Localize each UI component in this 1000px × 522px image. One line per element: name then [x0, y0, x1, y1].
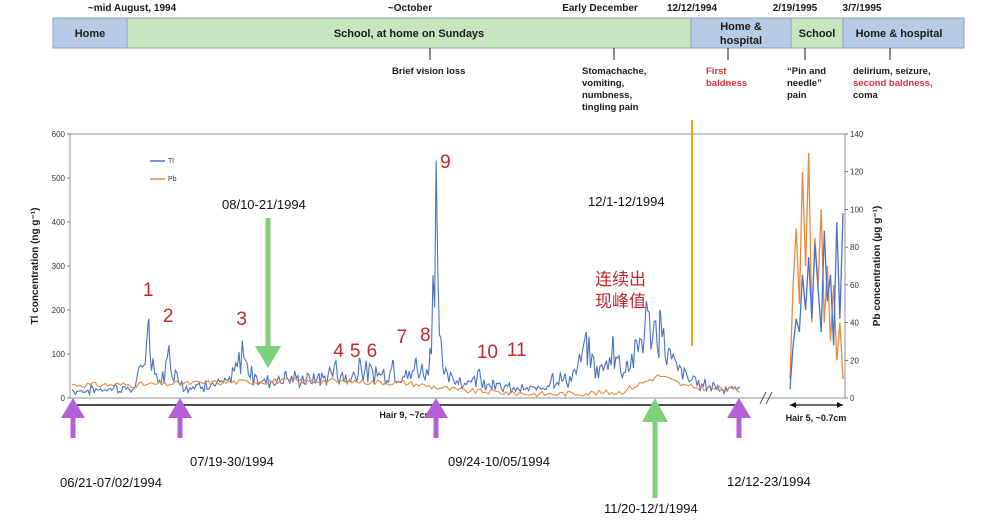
y-tick-label: 0	[61, 394, 66, 403]
event-line: pain	[787, 90, 807, 101]
timeline-date: ~mid August, 1994	[88, 3, 177, 14]
purple-arrow-3-head	[424, 398, 448, 418]
y2-tick-label: 40	[850, 319, 859, 328]
pb-series-line	[71, 374, 741, 398]
y2-tick-label: 80	[850, 243, 859, 252]
axis-break-mark	[765, 391, 773, 405]
timeline-date: 2/19/1995	[773, 3, 818, 14]
purple-arrow-3-label: 09/24-10/05/1994	[448, 454, 550, 469]
y-tick-label: 300	[52, 262, 66, 271]
chart-legend: Tl Pb	[150, 158, 177, 183]
timeline-date: Early December	[562, 3, 638, 14]
peak-label-1: 1	[143, 280, 154, 301]
green-arrow-1-label: 08/10-21/1994	[222, 197, 306, 212]
peak-label-4: 4	[333, 341, 344, 362]
timeline-date: ~October	[388, 3, 432, 14]
axis-break-mark	[759, 391, 767, 405]
purple-arrow-4-head	[727, 398, 751, 418]
peak-label-2: 2	[163, 306, 174, 327]
note-line: 现峰值	[595, 292, 646, 312]
timeline-event-pin-needle: “Pin and needle” pain	[787, 66, 829, 101]
y2-tick-label: 120	[850, 168, 864, 177]
y-tick-label: 400	[52, 218, 66, 227]
consecutive-peaks-note: 连续出现峰值	[595, 270, 646, 312]
y2-tick-label: 60	[850, 281, 859, 290]
event-line: vomiting,	[582, 78, 624, 89]
event-line: needle”	[787, 78, 822, 89]
hair5-series	[789, 152, 844, 390]
peak-label-10: 10	[477, 342, 498, 363]
y2-axis-title: Pb concentration (µg g⁻¹)	[872, 206, 883, 326]
tl-hair5-line	[789, 213, 844, 390]
event-line: second baldness,	[853, 78, 933, 89]
plot-frame	[69, 133, 846, 399]
note-line: 连续出	[595, 270, 646, 290]
purple-arrow-2-label: 07/19-30/1994	[190, 454, 274, 469]
y-axis-title: Tl concentration (ng g⁻¹)	[30, 208, 41, 325]
timeline-segment-home-hospital	[690, 17, 792, 49]
legend-label-tl: Tl	[168, 158, 174, 165]
y2-tick-label: 0	[850, 394, 855, 403]
event-line: Brief vision loss	[392, 66, 465, 77]
hair5-label: Hair 5, ~0.7cm	[786, 413, 847, 423]
y2-tick-label: 100	[850, 205, 864, 214]
chart-axes: 0 100 200 300 400 500 600 0 20 40 60 80 100 120 140 Tl …	[30, 130, 883, 403]
timeline-date: 12/12/1994	[667, 3, 717, 14]
event-line: numbness,	[582, 90, 632, 101]
hair5-ruler-arrows	[790, 402, 843, 408]
green-arrow-1-head	[255, 346, 281, 368]
timeline-event-vision: Brief vision loss	[392, 66, 465, 77]
event-line: baldness	[706, 78, 747, 89]
event-line: tingling pain	[582, 102, 639, 113]
timeline-segment-label: hospital	[720, 35, 762, 47]
event-line: “Pin and	[787, 66, 826, 77]
event-line: Stomachache,	[582, 66, 646, 77]
peak-label-3: 3	[236, 309, 247, 330]
peak-label-5: 5	[350, 341, 361, 362]
event-line: First	[706, 66, 727, 77]
legend-label-pb: Pb	[168, 176, 177, 183]
timeline-event-delirium: delirium, seizure, second baldness, coma	[853, 66, 935, 101]
hair9-label: Hair 9, ~7cm	[379, 410, 432, 420]
timeline-segment-label: Home & hospital	[856, 28, 943, 40]
purple-arrow-1-head	[61, 398, 85, 418]
green-arrow-2-head	[642, 398, 668, 422]
green-arrow-2-label: 11/20-12/1/1994	[604, 501, 698, 516]
concentration-chart: 0 100 200 300 400 500 600 0 20 40 60 80 100 120 140 Tl …	[30, 120, 883, 516]
orange-marker-label: 12/1-12/1994	[588, 194, 665, 209]
timeline-segment-label: Home &	[720, 21, 762, 33]
timeline-segment-school	[126, 17, 692, 49]
peak-label-6: 6	[367, 341, 378, 362]
event-line: delirium, seizure,	[853, 66, 931, 77]
y-tick-label: 500	[52, 174, 66, 183]
peak-label-7: 7	[397, 327, 408, 348]
exposure-timeline: Home School, at home on Sundays Home & h…	[52, 3, 965, 113]
timeline-segment-label: Home	[75, 28, 106, 40]
y-tick-label: 600	[52, 130, 66, 139]
y2-tick-label: 140	[850, 130, 864, 139]
event-line: coma	[853, 90, 879, 101]
chart-annotations: Hair 9, ~7cm Hair 5, ~0.7cm12/1-12/199408…	[60, 120, 846, 516]
y-tick-label: 200	[52, 306, 66, 315]
timeline-segment-label: School, at home on Sundays	[334, 28, 484, 40]
timeline-segment-home	[52, 17, 128, 49]
timeline-segment-label: School	[799, 28, 836, 40]
timeline-segment-home-hospital-2	[842, 17, 965, 49]
tl-series-line	[71, 160, 741, 397]
timeline-event-stomachache: Stomachache, vomiting, numbness, tinglin…	[582, 66, 649, 113]
peak-label-11: 11	[507, 340, 527, 361]
y2-tick-label: 20	[850, 356, 859, 365]
purple-arrow-2-head	[168, 398, 192, 418]
timeline-event-first-baldness: First baldness	[706, 66, 747, 89]
purple-arrow-1-label: 06/21-07/02/1994	[60, 475, 162, 490]
purple-arrow-4-label: 12/12-23/1994	[727, 474, 811, 489]
y-tick-label: 100	[52, 350, 66, 359]
timeline-date: 3/7/1995	[843, 3, 882, 14]
peak-label-9: 9	[440, 152, 451, 173]
peak-label-8: 8	[420, 325, 431, 346]
hair9-series	[71, 160, 741, 398]
